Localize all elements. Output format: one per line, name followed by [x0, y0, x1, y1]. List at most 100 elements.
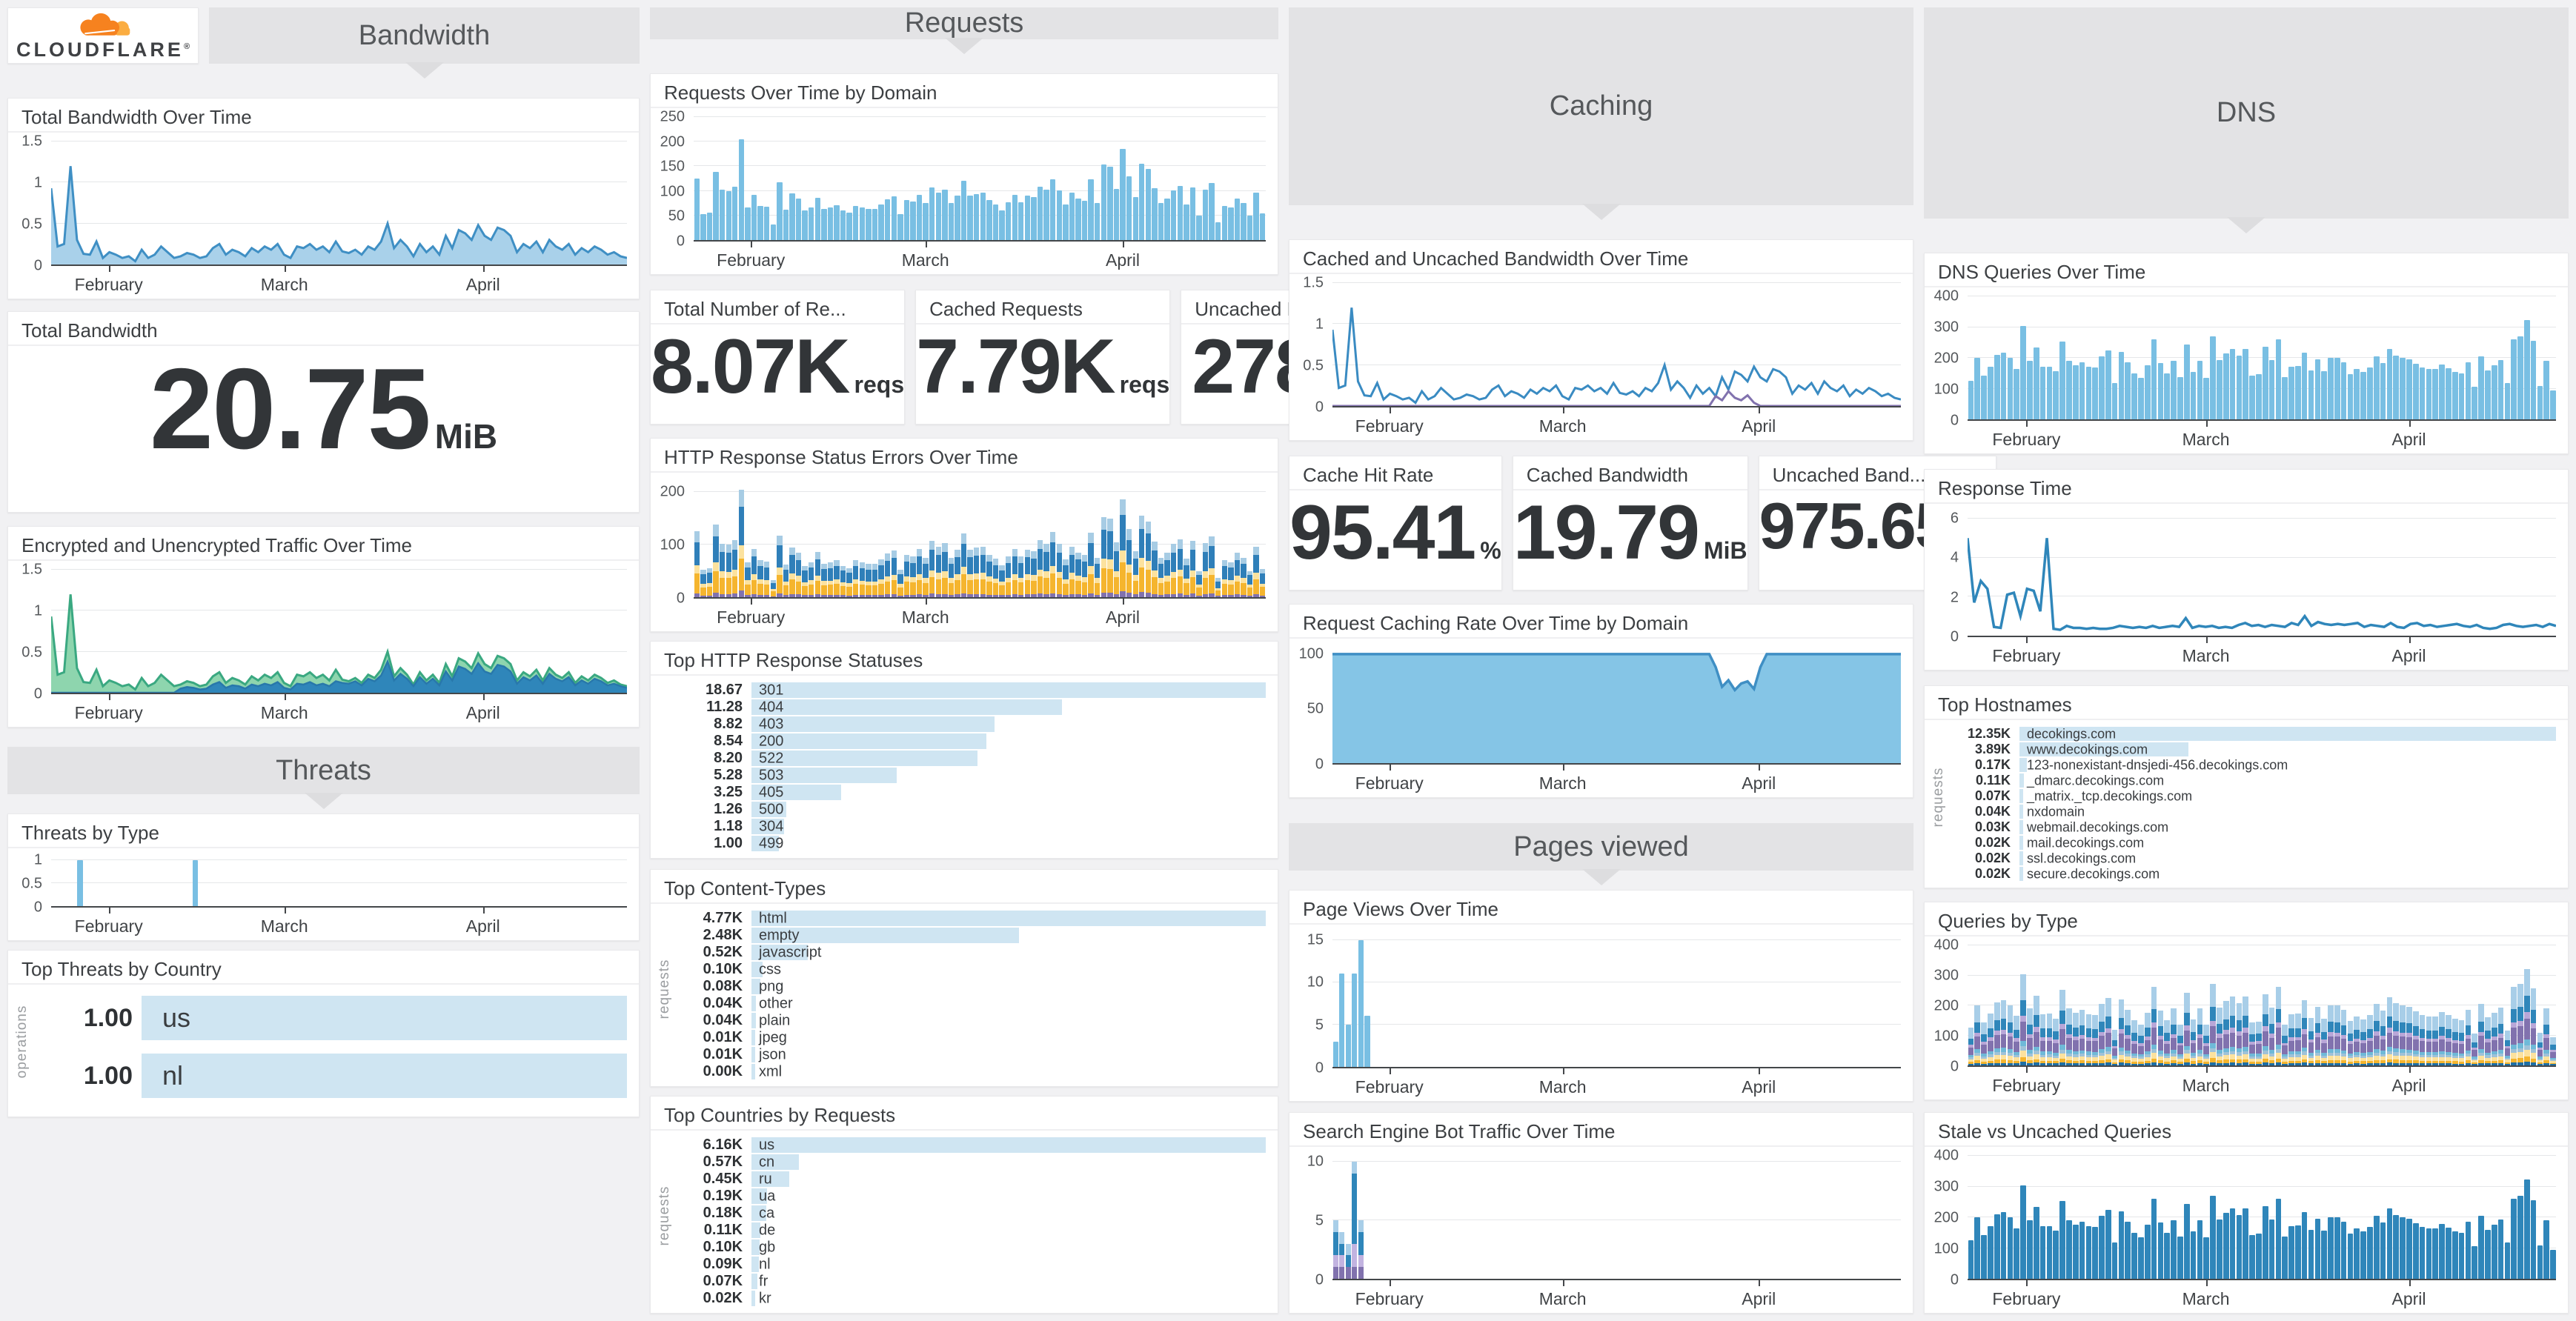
bar[interactable] [1352, 974, 1358, 1067]
bar[interactable] [2210, 1195, 2216, 1279]
stacked-bar[interactable] [694, 482, 700, 597]
stacked-bar[interactable] [1516, 1156, 1521, 1279]
bar[interactable] [2059, 1201, 2065, 1279]
bar[interactable] [1158, 203, 1164, 240]
stacked-bar[interactable] [1339, 1156, 1345, 1279]
stacked-bar[interactable] [1453, 1156, 1458, 1279]
stacked-bar[interactable] [1189, 482, 1196, 597]
stacked-bar[interactable] [2144, 945, 2151, 1065]
bar[interactable] [1113, 188, 1120, 240]
stacked-bar[interactable] [1541, 1156, 1547, 1279]
bar[interactable] [700, 214, 706, 240]
stacked-bar[interactable] [2458, 945, 2465, 1065]
stacked-bar[interactable] [1617, 1156, 1622, 1279]
bar[interactable] [2426, 369, 2432, 419]
bar[interactable] [2105, 1209, 2111, 1279]
stacked-bar[interactable] [1686, 1156, 1691, 1279]
stacked-bar[interactable] [2229, 945, 2236, 1065]
stacked-bar[interactable] [1974, 945, 1981, 1065]
stacked-bar[interactable] [2537, 945, 2543, 1065]
bar[interactable] [192, 860, 199, 906]
bar[interactable] [783, 209, 789, 240]
bar[interactable] [2262, 1205, 2268, 1279]
stacked-bar[interactable] [1427, 1156, 1433, 1279]
bar[interactable] [2072, 365, 2079, 419]
dns-queries-chart[interactable]: 0 100 200 300 400 February March April [1925, 287, 2568, 453]
bar[interactable] [2380, 1222, 2386, 1279]
stacked-bar[interactable] [1573, 1156, 1578, 1279]
bar[interactable] [2334, 1217, 2340, 1279]
bar[interactable] [1063, 204, 1069, 240]
stacked-bar[interactable] [910, 482, 916, 597]
request-caching-rate-chart[interactable]: 0 50 100 February March April [1289, 639, 1913, 797]
stacked-bar[interactable] [1177, 482, 1183, 597]
bar[interactable] [2446, 367, 2451, 419]
stacked-bar[interactable] [1869, 1156, 1874, 1279]
stacked-bar[interactable] [1756, 1156, 1761, 1279]
hbar-row[interactable]: 0.02K secure.decokings.com [1974, 866, 2160, 881]
hbar-row[interactable]: 3.25 405 [671, 784, 1278, 801]
bar[interactable] [1043, 190, 1049, 240]
stacked-bar[interactable] [1522, 1156, 1527, 1279]
stacked-bar[interactable] [891, 482, 897, 597]
stacked-bar[interactable] [2497, 945, 2504, 1065]
stacked-bar[interactable] [2014, 945, 2020, 1065]
bar[interactable] [751, 194, 757, 240]
stacked-bar[interactable] [2412, 945, 2419, 1065]
bar[interactable] [713, 172, 719, 240]
bar[interactable] [967, 196, 973, 240]
bar[interactable] [2177, 1237, 2183, 1279]
bar[interactable] [2537, 1245, 2543, 1279]
bar[interactable] [2217, 359, 2223, 419]
bar[interactable] [1024, 195, 1031, 240]
stacked-bar[interactable] [1126, 482, 1132, 597]
bar[interactable] [2183, 1204, 2190, 1279]
stacked-bar[interactable] [2301, 945, 2308, 1065]
stacked-bar[interactable] [1504, 1156, 1509, 1279]
stacked-bar[interactable] [706, 482, 713, 597]
bar[interactable] [992, 204, 999, 240]
bar[interactable] [2517, 1195, 2523, 1279]
stacked-bar[interactable] [2451, 945, 2458, 1065]
hbar-row[interactable]: 1.00 nl [30, 1053, 639, 1099]
stacked-bar[interactable] [1806, 1156, 1811, 1279]
bar[interactable] [948, 203, 955, 240]
stacked-bar[interactable] [1554, 1156, 1559, 1279]
stacked-bar[interactable] [2125, 945, 2131, 1065]
stacked-bar[interactable] [2472, 945, 2478, 1065]
bar[interactable] [1968, 381, 1974, 419]
stacked-bar[interactable] [1113, 482, 1120, 597]
stacked-bar[interactable] [1775, 1156, 1780, 1279]
bar[interactable] [726, 190, 731, 240]
bar[interactable] [1253, 193, 1259, 240]
bar[interactable] [859, 207, 866, 240]
bar[interactable] [1031, 196, 1037, 240]
bar[interactable] [2256, 1234, 2262, 1279]
stacked-bar[interactable] [1750, 1156, 1755, 1279]
stacked-bar[interactable] [1610, 1156, 1616, 1279]
stacked-bar[interactable] [1724, 1156, 1730, 1279]
stacked-bar[interactable] [1680, 1156, 1685, 1279]
stacked-bar[interactable] [1876, 1156, 1881, 1279]
stacked-bar[interactable] [1585, 1156, 1590, 1279]
stacked-bar[interactable] [986, 482, 992, 597]
bar[interactable] [2491, 1224, 2497, 1279]
stacked-bar[interactable] [1994, 945, 2000, 1065]
bar[interactable] [2144, 1225, 2151, 1279]
hbar-row[interactable]: 0.19K ua [703, 1188, 776, 1204]
bar[interactable] [1005, 202, 1012, 240]
stacked-bar[interactable] [2118, 945, 2125, 1065]
hbar-row[interactable]: 0.11K _dmarc.decokings.com [1975, 773, 2165, 788]
stacked-bar[interactable] [2092, 945, 2098, 1065]
stacked-bar[interactable] [980, 482, 986, 597]
bar[interactable] [2393, 356, 2400, 419]
stacked-bar[interactable] [929, 482, 935, 597]
bar[interactable] [1126, 176, 1132, 240]
stacked-bar[interactable] [2151, 945, 2157, 1065]
hbar-row[interactable]: 0.57K cn [671, 1154, 1278, 1171]
stacked-bar[interactable] [1063, 482, 1069, 597]
stacked-bar[interactable] [1049, 482, 1056, 597]
stacked-bar[interactable] [1221, 482, 1227, 597]
stacked-bar[interactable] [2177, 945, 2183, 1065]
stacked-bar[interactable] [1968, 945, 1974, 1065]
